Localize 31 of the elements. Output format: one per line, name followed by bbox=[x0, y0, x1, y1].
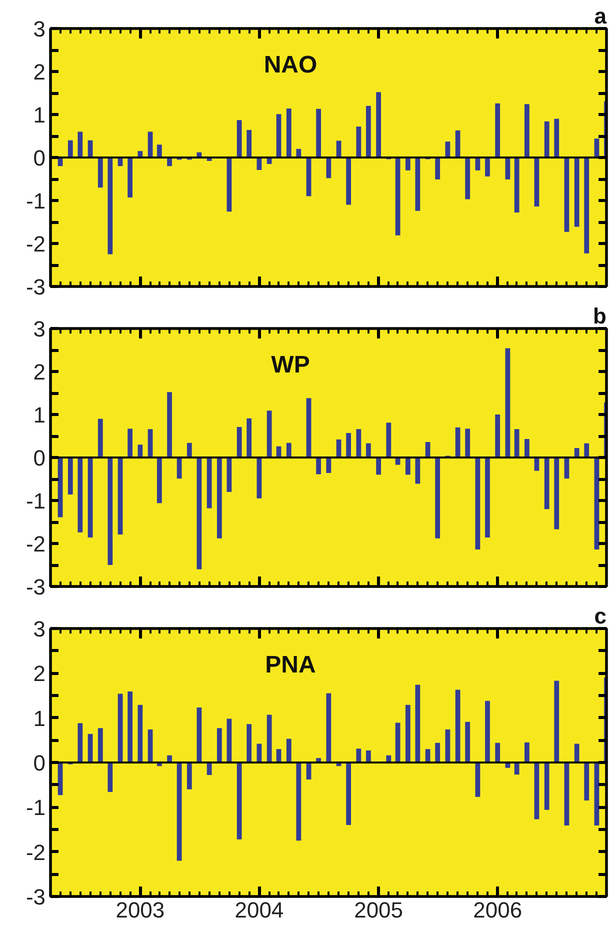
x-tick-label: 2004 bbox=[234, 898, 284, 922]
y-tick-label: 1 bbox=[33, 102, 46, 128]
text: c bbox=[594, 604, 607, 628]
x-tick-label: 2005 bbox=[354, 898, 404, 922]
y-tick-label: -2 bbox=[26, 532, 46, 556]
x-tick-label: 2006 bbox=[473, 898, 522, 922]
y-tick-label: 3 bbox=[33, 316, 46, 342]
annotation: b bbox=[593, 304, 607, 328]
y-tick-label: -1 bbox=[26, 188, 46, 214]
y-tick-label: 2 bbox=[33, 360, 46, 384]
y-tick-label: 0 bbox=[33, 750, 46, 776]
y-tick-label: 3 bbox=[33, 16, 46, 42]
text: NAO bbox=[264, 52, 318, 78]
text: WP bbox=[271, 352, 310, 378]
text: PNA bbox=[265, 652, 316, 678]
y-tick-label: 0 bbox=[33, 146, 46, 170]
y-tick-label: -3 bbox=[26, 574, 46, 600]
y-tick-label: 1 bbox=[33, 706, 46, 731]
y-tick-label: -1 bbox=[26, 488, 46, 514]
y-tick-label: -3 bbox=[26, 884, 46, 910]
y-tick-label: -3 bbox=[26, 274, 46, 300]
y-tick-label: 2 bbox=[33, 60, 46, 84]
y-tick-label: -2 bbox=[26, 840, 46, 865]
y-tick-label: -2 bbox=[26, 232, 46, 256]
y-tick-label: 1 bbox=[33, 402, 46, 428]
x-tick-label: 2003 bbox=[116, 898, 165, 922]
y-tick-label: 0 bbox=[33, 446, 46, 470]
annotation: a bbox=[594, 4, 608, 28]
y-tick-label: 2 bbox=[33, 661, 46, 686]
y-tick-label: 3 bbox=[33, 616, 46, 642]
y-tick-label: -1 bbox=[26, 795, 46, 820]
